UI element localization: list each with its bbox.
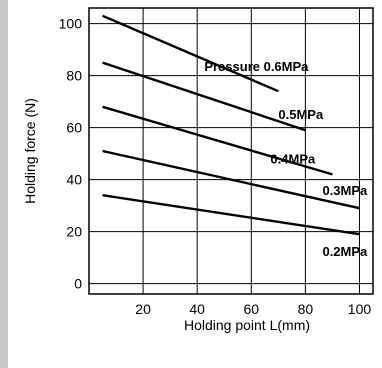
series-labels: Pressure 0.6MPa 0.5MPa 0.4MPa 0.3MPa 0.2MPa — [204, 59, 368, 259]
series-line-2 — [102, 61, 306, 132]
series-label-4: 0.3MPa — [322, 183, 368, 198]
x-tick-label: 80 — [298, 301, 314, 317]
series-line-4 — [102, 149, 360, 210]
series-label-3: 0.4MPa — [270, 151, 316, 166]
y-tick-label: 20 — [66, 224, 82, 240]
left-gray-band — [0, 0, 8, 368]
y-tick-label: 40 — [66, 172, 82, 188]
series-label-5: 0.2MPa — [322, 244, 368, 259]
x-tick-label: 60 — [243, 301, 259, 317]
series-line-1 — [102, 14, 279, 93]
y-tick-label: 80 — [66, 68, 82, 84]
x-tick-label: 40 — [189, 301, 205, 317]
series-lines — [102, 14, 360, 236]
x-tick-label: 20 — [135, 301, 151, 317]
y-tick-label: 100 — [59, 16, 83, 32]
x-tick-label: 100 — [348, 301, 372, 317]
series-label-1: Pressure 0.6MPa — [204, 59, 309, 74]
tick-labels: 20 40 60 80 100 0 20 40 60 80 100 — [59, 16, 372, 317]
y-tick-label: 60 — [66, 120, 82, 136]
series-label-2: 0.5MPa — [278, 107, 324, 122]
x-axis-label: Holding point L(mm) — [184, 317, 310, 333]
series-line-5 — [102, 194, 360, 236]
plot-frame — [88, 7, 374, 295]
y-tick-label: 0 — [74, 276, 82, 292]
series-line-3 — [102, 105, 333, 176]
plot-background — [89, 8, 373, 294]
y-axis-label: Holding force (N) — [22, 98, 38, 204]
